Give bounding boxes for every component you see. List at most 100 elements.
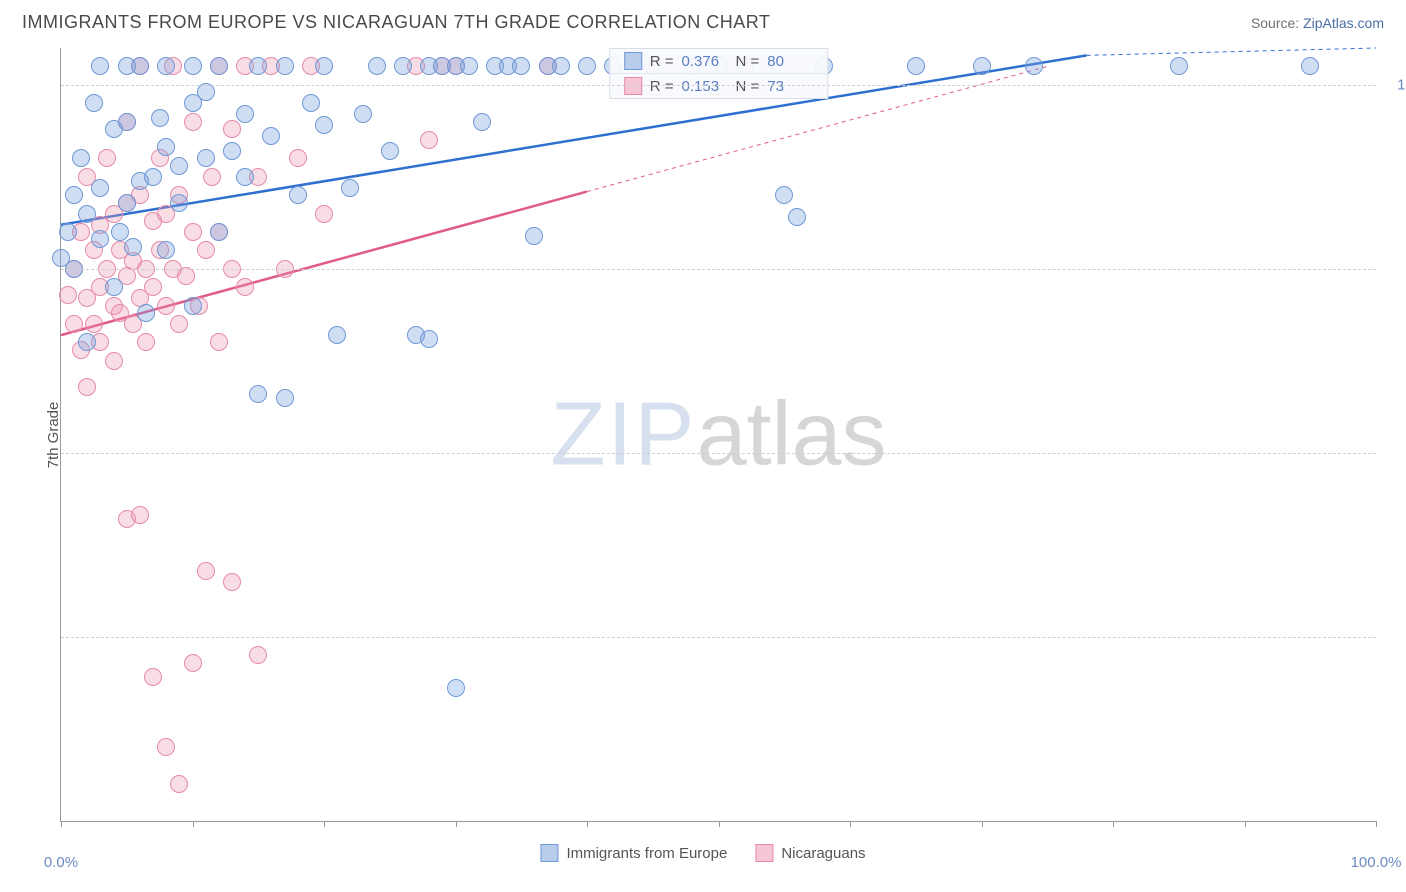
scatter-point [197,562,215,580]
scatter-point [184,57,202,75]
n-value-series2: 73 [767,78,813,95]
n-label: N = [736,53,760,70]
scatter-point [118,194,136,212]
scatter-point [775,186,793,204]
scatter-point [907,57,925,75]
scatter-point [552,57,570,75]
n-label: N = [736,78,760,95]
swatch-series1-bottom [540,844,558,862]
stats-row-series2: R = 0.153 N = 73 [610,74,828,98]
y-tick-label: 100.0% [1384,76,1406,93]
legend-item-series2: Nicaraguans [755,844,865,862]
scatter-point [315,205,333,223]
scatter-point [111,223,129,241]
scatter-point [124,238,142,256]
scatter-point [341,179,359,197]
scatter-point [137,333,155,351]
scatter-point [203,168,221,186]
chart-area: ZIPatlas R = 0.376 N = 80 R = 0.153 N = … [60,48,1376,822]
scatter-point [447,679,465,697]
scatter-point [170,315,188,333]
scatter-point [354,105,372,123]
scatter-point [525,227,543,245]
r-value-series1: 0.376 [682,53,728,70]
scatter-point [223,142,241,160]
scatter-point [223,573,241,591]
gridline [61,637,1376,638]
scatter-point [1025,57,1043,75]
gridline [61,85,1376,86]
x-tick [719,821,720,827]
scatter-point [368,57,386,75]
scatter-point [144,668,162,686]
source-link[interactable]: ZipAtlas.com [1303,15,1384,31]
scatter-point [276,57,294,75]
x-tick [1245,821,1246,827]
scatter-point [210,333,228,351]
r-value-series2: 0.153 [682,78,728,95]
scatter-point [197,241,215,259]
y-tick-label: 90.0% [1384,444,1406,461]
scatter-point [144,168,162,186]
scatter-point [197,149,215,167]
scatter-point [98,149,116,167]
scatter-point [170,157,188,175]
scatter-point [315,57,333,75]
chart-title: IMMIGRANTS FROM EUROPE VS NICARAGUAN 7TH… [22,12,770,33]
x-tick [982,821,983,827]
x-tick [324,821,325,827]
scatter-point [394,57,412,75]
scatter-point [236,278,254,296]
scatter-point [157,297,175,315]
scatter-point [210,57,228,75]
stats-row-series1: R = 0.376 N = 80 [610,49,828,74]
r-label: R = [650,53,674,70]
x-tick [61,821,62,827]
x-tick [850,821,851,827]
scatter-point [197,83,215,101]
scatter-point [91,179,109,197]
scatter-point [137,304,155,322]
scatter-point [460,57,478,75]
swatch-series1 [624,52,642,70]
legend-label-series1: Immigrants from Europe [566,845,727,862]
bottom-legend: Immigrants from Europe Nicaraguans [540,844,865,862]
scatter-point [131,57,149,75]
scatter-point [78,378,96,396]
stats-legend-box: R = 0.376 N = 80 R = 0.153 N = 73 [609,48,829,99]
x-tick-label-left: 0.0% [44,854,78,871]
scatter-point [289,186,307,204]
scatter-points [61,48,1376,821]
scatter-point [276,389,294,407]
scatter-point [249,57,267,75]
scatter-point [1301,57,1319,75]
scatter-point [249,385,267,403]
scatter-point [210,223,228,241]
scatter-point [157,57,175,75]
scatter-point [78,333,96,351]
scatter-point [788,208,806,226]
scatter-point [118,113,136,131]
scatter-point [85,94,103,112]
scatter-point [236,105,254,123]
r-label: R = [650,78,674,95]
scatter-point [91,57,109,75]
scatter-point [578,57,596,75]
scatter-point [151,109,169,127]
scatter-point [65,315,83,333]
y-axis-label: 7th Grade [45,402,62,469]
scatter-point [184,654,202,672]
gridline [61,453,1376,454]
scatter-point [236,168,254,186]
scatter-point [170,194,188,212]
scatter-point [157,138,175,156]
legend-item-series1: Immigrants from Europe [540,844,727,862]
scatter-point [59,223,77,241]
scatter-point [177,267,195,285]
x-tick [587,821,588,827]
x-tick [1113,821,1114,827]
scatter-point [78,205,96,223]
y-tick-label: 85.0% [1384,628,1406,645]
scatter-point [381,142,399,160]
scatter-point [223,120,241,138]
